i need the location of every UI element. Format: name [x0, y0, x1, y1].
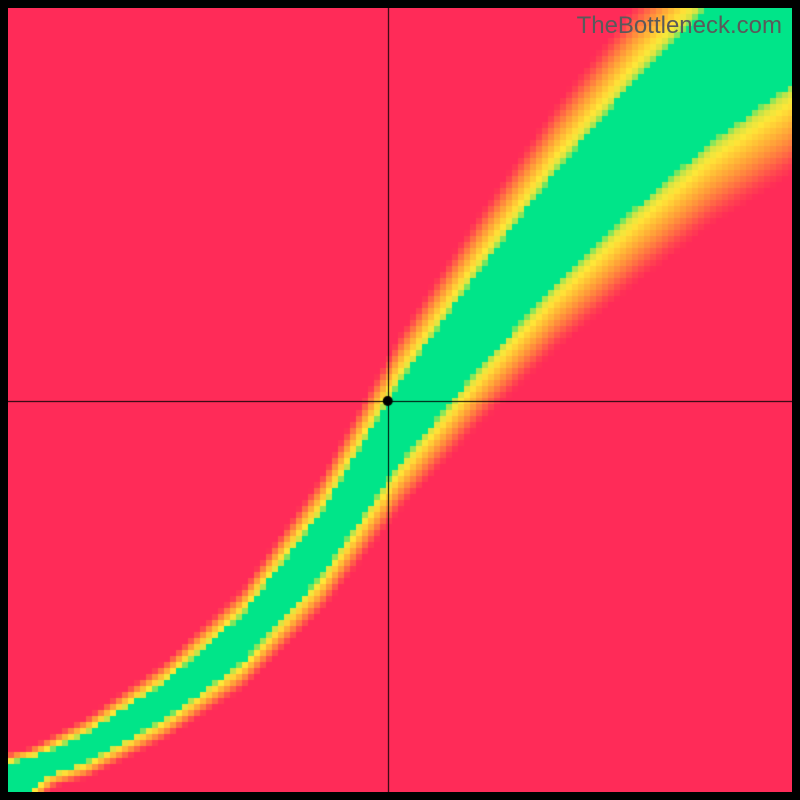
- plot-border: [0, 0, 800, 800]
- watermark-text: TheBottleneck.com: [577, 12, 782, 40]
